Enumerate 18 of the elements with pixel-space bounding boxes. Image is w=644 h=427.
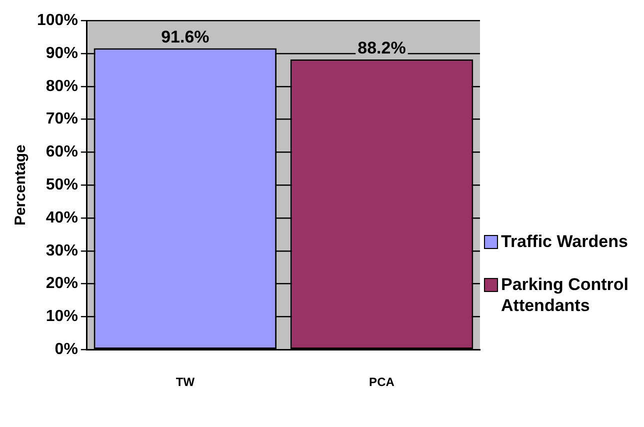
data-label: 91.6% <box>161 27 210 46</box>
x-tick-label: PCA <box>369 375 395 390</box>
x-tick-label: TW <box>176 375 196 390</box>
y-tick-label: 40% <box>46 209 78 226</box>
y-axis-title: Percentage <box>12 144 30 226</box>
y-tick-label: 30% <box>46 242 78 260</box>
y-tick-label: 50% <box>46 176 78 194</box>
y-tick-label: 80% <box>46 78 78 95</box>
data-label: 88.2% <box>358 38 406 58</box>
y-tick-label: 90% <box>46 44 78 62</box>
y-tick-label: 60% <box>46 144 78 161</box>
y-tick-label: 10% <box>46 308 78 326</box>
y-tick-label: 100% <box>37 12 78 30</box>
y-tick-label: 20% <box>46 275 78 292</box>
text: Traffic Wardens <box>501 231 628 252</box>
y-tick-label: 70% <box>46 110 78 128</box>
legend-label: Parking Control Attendants <box>501 274 630 316</box>
y-tick-label: 0% <box>54 341 78 358</box>
